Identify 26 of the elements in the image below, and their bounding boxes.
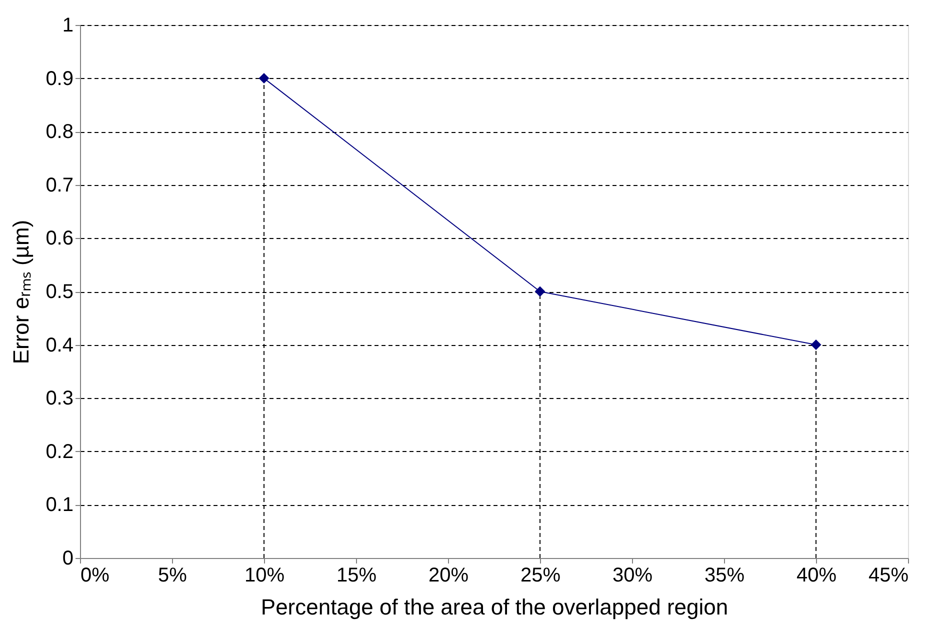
y-tick-label: 0.9 [46,68,74,90]
x-tick-label: 40% [796,564,837,586]
x-axis-title: Percentage of the area of the overlapped region [260,594,728,620]
x-tick-label: 15% [336,564,377,586]
y-tick-label: 0.1 [46,494,74,516]
point [810,340,822,350]
x-tick-label: 10% [244,564,285,586]
y-axis-title: Error eᵣₘₛ (µm) [8,220,34,364]
point [534,286,546,297]
x-tick-label: 5% [158,564,188,586]
x-tick-label: 25% [520,564,561,586]
y-tick-label: 0.3 [46,388,74,410]
x-tick-label: 35% [704,564,745,586]
y-tick-label: 0.2 [46,440,74,463]
y-tick-label: 0.8 [46,121,74,144]
y-tick-label: 0.7 [46,174,74,196]
x-tick-label: 20% [428,564,469,586]
point [258,73,270,84]
y-tick-label: 0.5 [46,281,74,303]
y-tick-label: 0.6 [46,228,74,250]
x-tick-label: 0% [80,564,110,586]
x-tick-label: 45% [868,564,909,586]
x-tick-label: 30% [612,564,653,586]
y-tick-label: 1 [62,14,74,36]
y-tick-label: 0.4 [46,334,74,356]
y-tick-label: 0 [62,548,74,570]
